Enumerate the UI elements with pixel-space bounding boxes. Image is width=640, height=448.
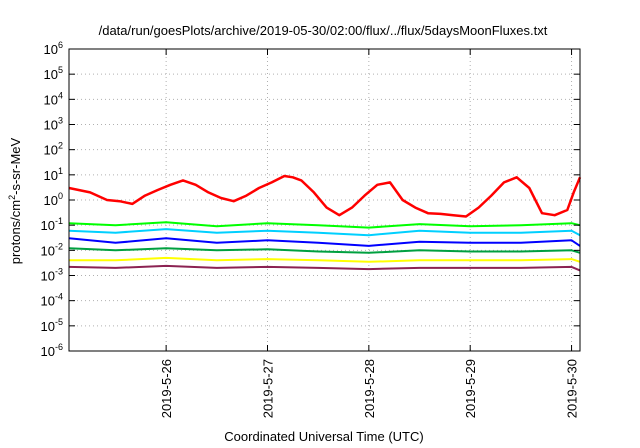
series-line-4 <box>68 237 581 247</box>
series-line-2 <box>68 221 581 229</box>
x-tick-label: 2019-5-27 <box>260 359 275 418</box>
y-tick-label: 103 <box>44 116 63 133</box>
chart-title: /data/run/goesPlots/archive/2019-05-30/0… <box>99 23 548 38</box>
y-tick-label: 100 <box>44 191 63 208</box>
y-axis-label: protons/cm2-s-sr-MeV <box>7 137 23 264</box>
y-tick-label: 10-6 <box>41 342 63 359</box>
series-layer <box>68 174 582 272</box>
y-tick-label: 102 <box>44 141 63 158</box>
x-tick-label: 2019-5-26 <box>159 359 174 418</box>
tick-layer: 10-6 10-5 10-4 10-3 10-2 10-1 100 101 102 103 104 1… <box>41 40 580 418</box>
series-line-6 <box>69 256 581 263</box>
y-axis-label-tail: -s-sr-MeV <box>8 137 23 194</box>
series-line-3 <box>68 228 581 237</box>
y-axis-label-base: protons/cm <box>8 200 23 264</box>
series-line-7 <box>68 264 581 272</box>
y-axis-label-sup: 2 <box>7 195 17 200</box>
y-tick-label: 10-3 <box>41 267 63 284</box>
y-tick-label: 10-1 <box>41 216 63 233</box>
x-tick-label: 2019-5-28 <box>362 359 377 418</box>
y-tick-label: 105 <box>44 65 63 82</box>
x-axis-label: Coordinated Universal Time (UTC) <box>224 429 423 444</box>
series-line-5 <box>68 247 581 254</box>
y-tick-label: 10-5 <box>41 317 63 334</box>
x-tick-label: 2019-5-29 <box>463 359 478 418</box>
y-tick-label: 10-2 <box>41 241 63 258</box>
series-line-1 <box>68 174 582 218</box>
y-tick-label: 106 <box>44 40 63 57</box>
y-tick-label: 104 <box>44 90 63 107</box>
x-tick-label: 2019-5-30 <box>565 359 580 418</box>
y-tick-label: 10-4 <box>41 292 63 309</box>
grid-layer <box>69 49 580 351</box>
y-tick-label: 101 <box>44 166 63 183</box>
